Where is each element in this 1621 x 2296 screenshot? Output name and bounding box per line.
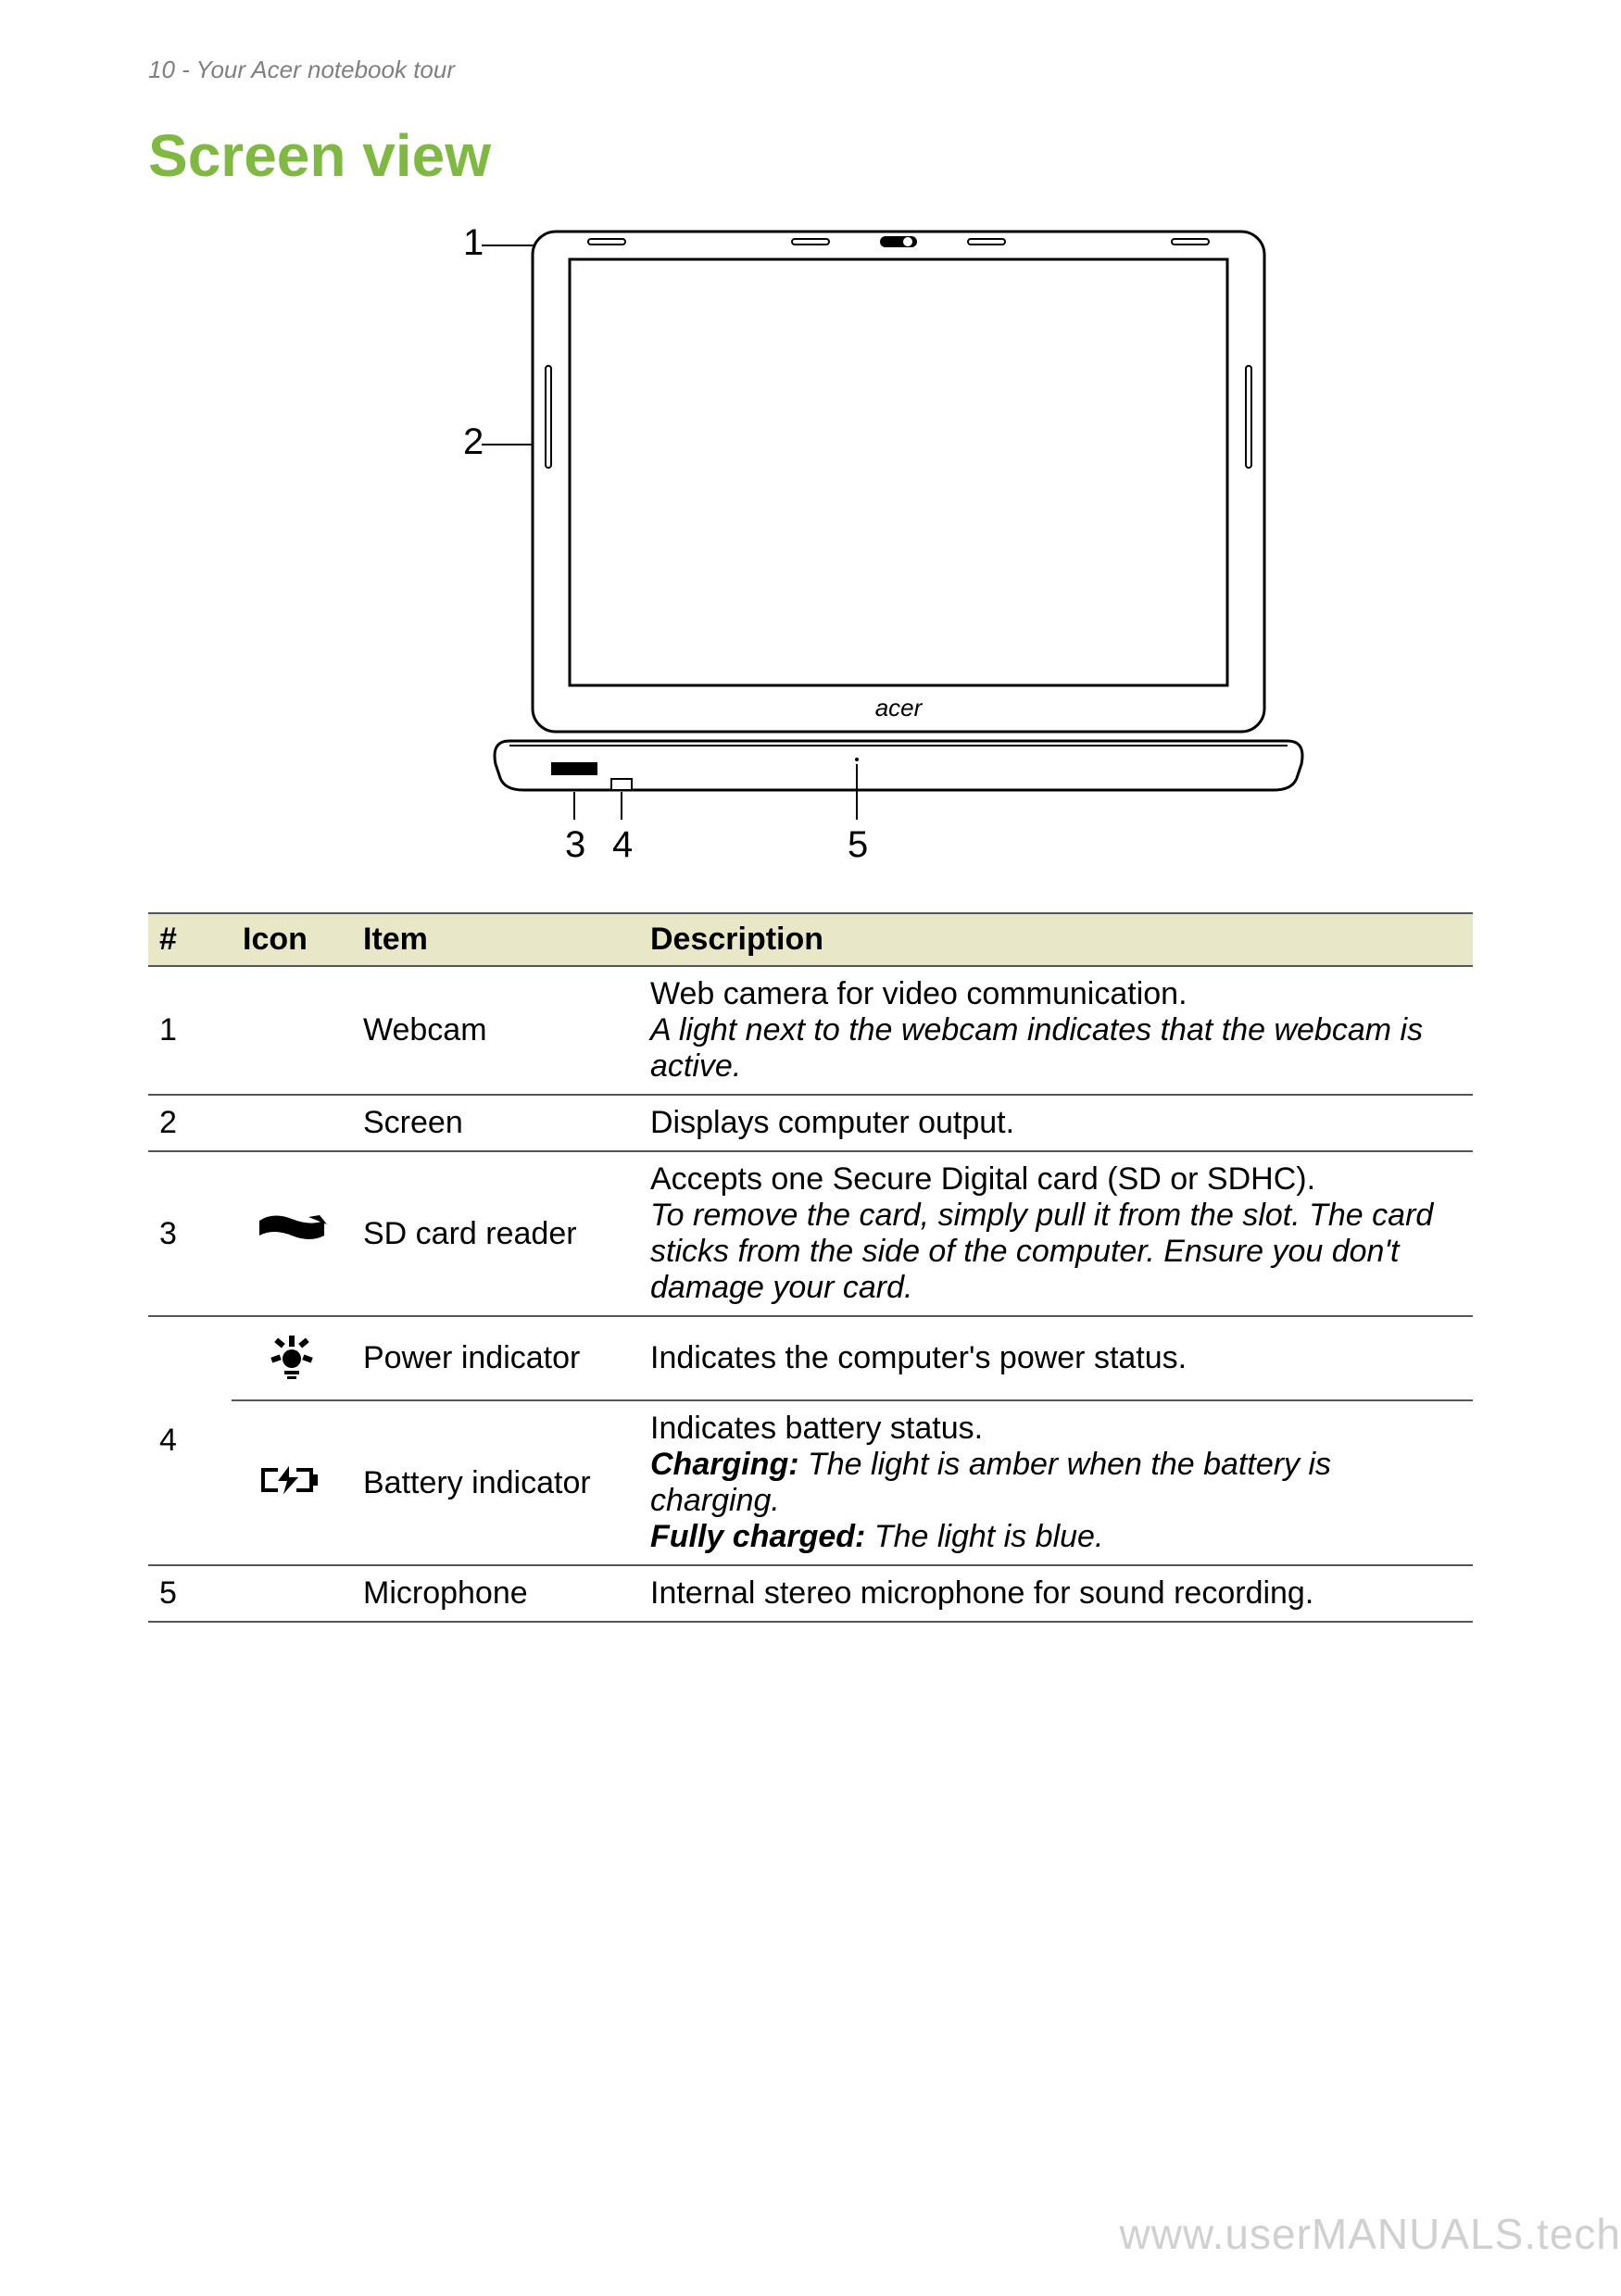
table-row: 4 Power indicator Indicates the computer — [148, 1316, 1473, 1400]
cell-icon — [232, 1151, 352, 1316]
power-indicator-icon — [264, 1326, 320, 1382]
cell-icon — [232, 1400, 352, 1565]
col-icon: Icon — [232, 913, 352, 966]
parts-table: # Icon Item Description 1 Webcam Web cam… — [148, 912, 1473, 1623]
cell-desc: Accepts one Secure Digital card (SD or S… — [639, 1151, 1473, 1316]
cell-icon — [232, 1316, 352, 1400]
cell-icon — [232, 1565, 352, 1622]
cell-desc: Indicates battery status. Charging: The … — [639, 1400, 1473, 1565]
manual-page: 10 - Your Acer notebook tour Screen view… — [0, 0, 1621, 2296]
cell-item: SD card reader — [352, 1151, 639, 1316]
table-row: 5 Microphone Internal stereo microphone … — [148, 1565, 1473, 1622]
laptop-diagram: 1 2 acer 3 4 — [301, 208, 1320, 875]
battery-indicator-icon — [259, 1461, 324, 1498]
table-row: 1 Webcam Web camera for video communicat… — [148, 966, 1473, 1095]
table-header-row: # Icon Item Description — [148, 913, 1473, 966]
cell-num: 5 — [148, 1565, 232, 1622]
cell-item: Power indicator — [352, 1316, 639, 1400]
desc-bold-label: Charging: — [650, 1447, 799, 1482]
cell-num: 2 — [148, 1095, 232, 1151]
callout-3: 3 — [565, 824, 585, 865]
cell-desc: Indicates the computer's power status. — [639, 1316, 1473, 1400]
table-row: Battery indicator Indicates battery stat… — [148, 1400, 1473, 1565]
col-num: # — [148, 913, 232, 966]
table-row: 3 SD card reader Accepts one Secure Digi… — [148, 1151, 1473, 1316]
cell-num: 3 — [148, 1151, 232, 1316]
cell-num: 1 — [148, 966, 232, 1095]
watermark: www.userMANUALS.tech — [1120, 2209, 1621, 2259]
col-item: Item — [352, 913, 639, 966]
cell-desc: Web camera for video communication. A li… — [639, 966, 1473, 1095]
desc-plain: Web camera for video communication. — [650, 976, 1187, 1011]
cell-num: 4 — [148, 1316, 232, 1565]
cell-desc: Displays computer output. — [639, 1095, 1473, 1151]
table-row: 2 Screen Displays computer output. — [148, 1095, 1473, 1151]
cell-item: Webcam — [352, 966, 639, 1095]
desc-plain: Indicates battery status. — [650, 1411, 983, 1446]
cell-item: Battery indicator — [352, 1400, 639, 1565]
desc-italic: To remove the card, simply pull it from … — [650, 1198, 1433, 1305]
cell-icon — [232, 1095, 352, 1151]
desc-italic-text: The light is blue. — [865, 1519, 1103, 1554]
callout-2: 2 — [463, 421, 484, 462]
callout-5: 5 — [848, 824, 868, 865]
cell-item: Microphone — [352, 1565, 639, 1622]
section-title: Screen view — [148, 121, 1473, 190]
cell-icon — [232, 966, 352, 1095]
sd-card-icon — [255, 1211, 329, 1248]
callout-4: 4 — [612, 824, 633, 865]
col-desc: Description — [639, 913, 1473, 966]
desc-italic: A light next to the webcam indicates tha… — [650, 1012, 1423, 1084]
brand-label: acer — [875, 694, 924, 721]
cell-desc: Internal stereo microphone for sound rec… — [639, 1565, 1473, 1622]
desc-bold-label: Fully charged: — [650, 1519, 865, 1554]
cell-item: Screen — [352, 1095, 639, 1151]
desc-plain: Accepts one Secure Digital card (SD or S… — [650, 1161, 1315, 1197]
page-header: 10 - Your Acer notebook tour — [148, 56, 1473, 84]
callout-1: 1 — [463, 222, 484, 263]
